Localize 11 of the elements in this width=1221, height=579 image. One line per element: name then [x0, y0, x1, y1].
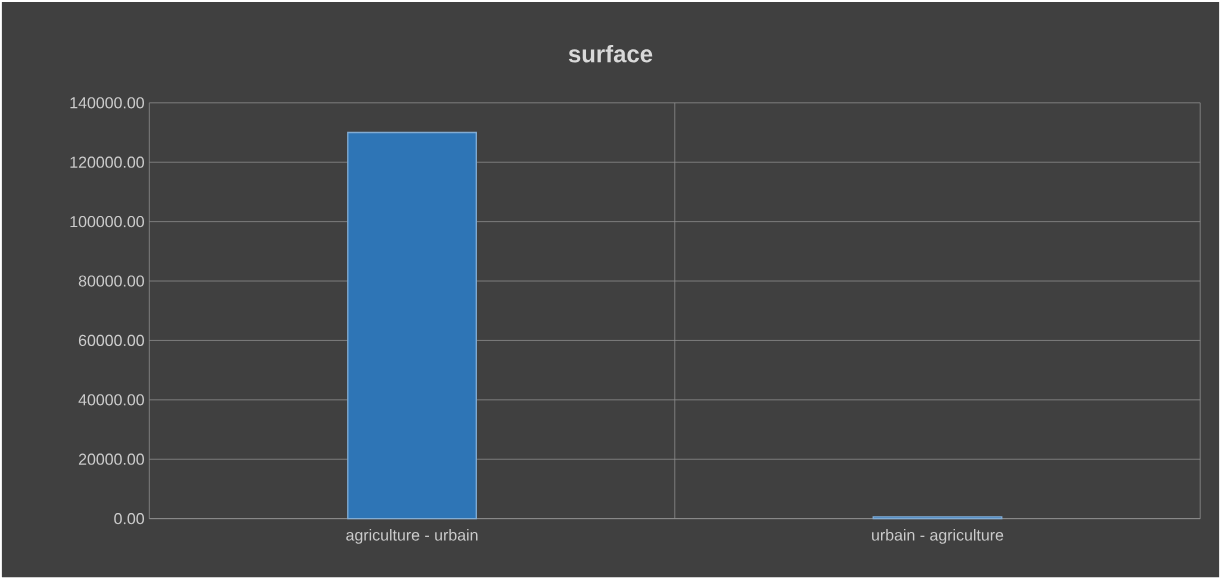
y-tick-label: 80000.00 [78, 275, 144, 287]
y-tick-label: 140000.00 [70, 97, 144, 109]
y-tick-label: 100000.00 [70, 215, 144, 228]
x-tick-label: agriculture - urbain [346, 528, 478, 544]
y-tick-label: 20000.00 [78, 453, 144, 465]
chart-title: surface [568, 44, 653, 63]
y-tick-label: 120000.00 [70, 156, 144, 168]
y-tick-label: 40000.00 [78, 394, 144, 406]
y-tick-label: 0.00 [114, 512, 145, 525]
x-tick-label: urbain - agriculture [872, 528, 1004, 544]
y-tick-label: 60000.00 [78, 334, 144, 346]
